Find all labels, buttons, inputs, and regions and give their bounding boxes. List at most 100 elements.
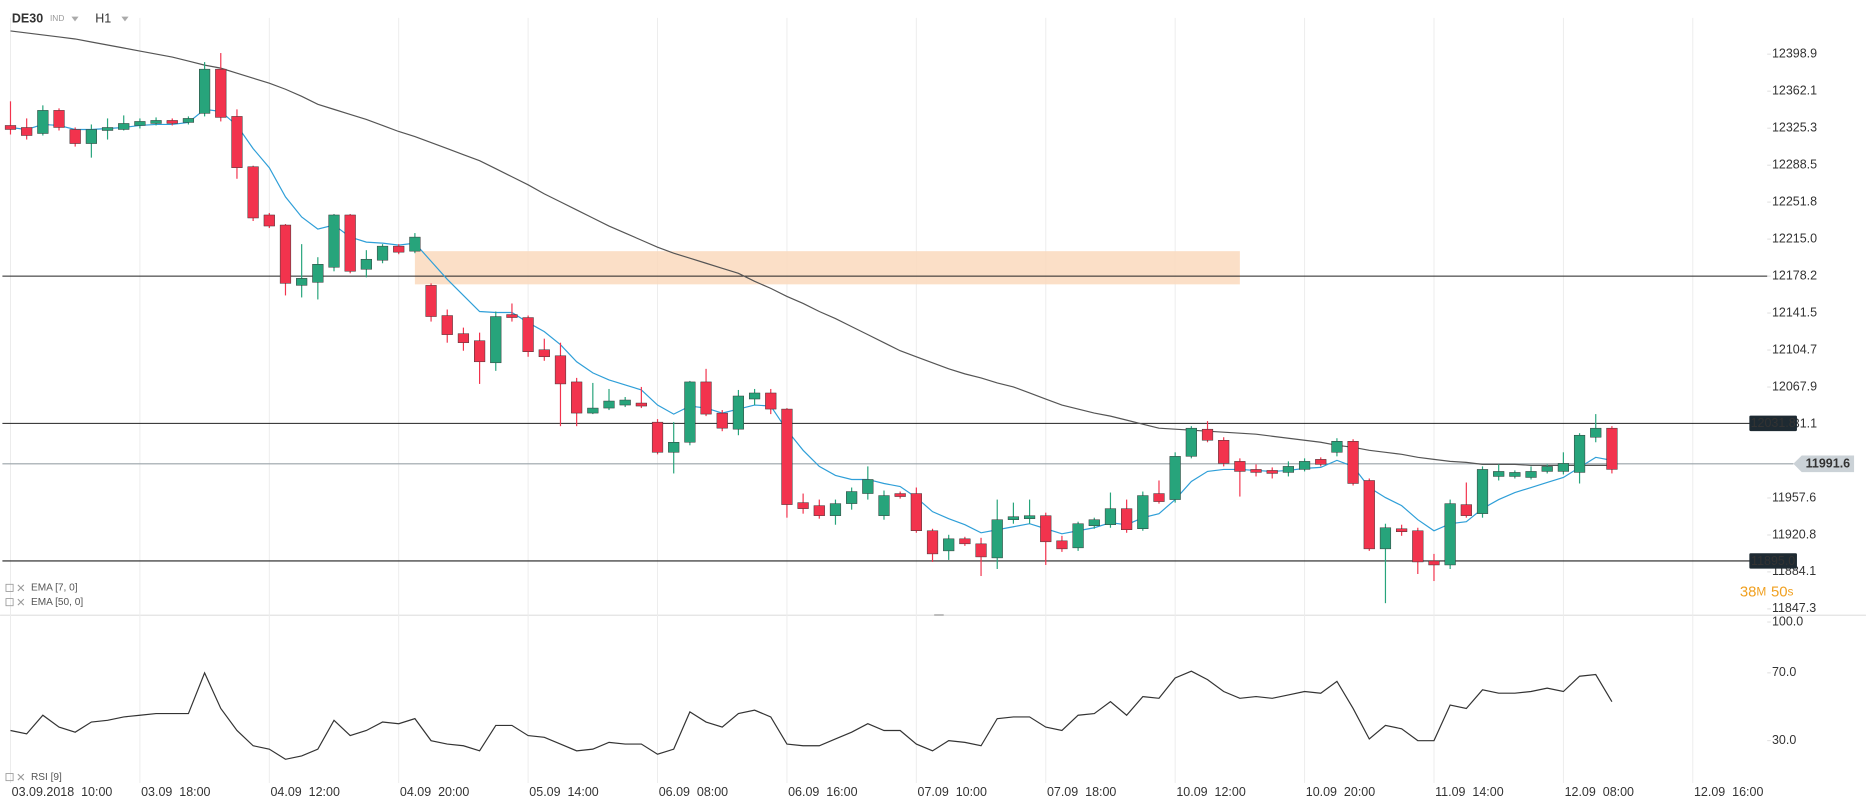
y-tick-label: 12178.2 xyxy=(1772,268,1817,282)
countdown-part: M xyxy=(1756,585,1766,599)
candle-body xyxy=(1557,463,1569,472)
legend-icon xyxy=(5,583,14,592)
candle-body xyxy=(910,493,922,531)
candle-body xyxy=(1023,515,1036,519)
candle-body xyxy=(1347,441,1359,484)
timeframe-dropdown[interactable] xyxy=(121,16,129,22)
countdown: 38M 50s xyxy=(1740,585,1794,601)
x-tick-label: 10.09 20:00 xyxy=(1306,785,1375,799)
candle-body xyxy=(1606,427,1618,470)
y-tick-label: 11920.8 xyxy=(1772,527,1816,541)
x-tick-label: 12.09 16:00 xyxy=(1694,785,1763,799)
candle-body xyxy=(813,505,825,516)
candle-body xyxy=(1250,469,1262,473)
ema-line xyxy=(10,30,1612,466)
candle-body xyxy=(862,479,874,494)
countdown-part: s xyxy=(1788,585,1794,599)
candle-body xyxy=(926,530,939,555)
legend-icon xyxy=(5,598,14,607)
candle-body xyxy=(1088,519,1100,526)
candle-body xyxy=(457,333,470,343)
candle-body xyxy=(635,402,647,407)
x-tick-label: 11.09 14:00 xyxy=(1435,785,1504,799)
candle-body xyxy=(182,118,195,123)
candle-body xyxy=(118,123,130,130)
candle-body xyxy=(1104,508,1117,525)
candle-body xyxy=(21,127,33,136)
candle-body xyxy=(1072,523,1084,549)
candle-body xyxy=(409,236,421,252)
candle-body xyxy=(490,316,502,364)
x-tick-label: 07.09 10:00 xyxy=(918,785,987,799)
candle-body xyxy=(1201,428,1214,441)
candle-body xyxy=(748,392,761,400)
y-tick-label: 12362.1 xyxy=(1772,83,1817,97)
candle-body xyxy=(959,538,971,545)
candle-body xyxy=(991,519,1003,559)
candle-body xyxy=(506,314,518,318)
candle-body xyxy=(1282,466,1294,473)
candle-body xyxy=(1379,527,1392,550)
candle-body xyxy=(231,116,243,168)
pane-resize-handle[interactable] xyxy=(934,614,944,616)
candle-body xyxy=(215,68,227,118)
symbol[interactable]: DE30 xyxy=(12,11,43,25)
candle-body xyxy=(781,408,793,505)
x-tick-label: 06.09 16:00 xyxy=(788,785,857,799)
legend-remove[interactable] xyxy=(17,598,25,606)
candle-body xyxy=(53,110,65,128)
candle-body xyxy=(1185,427,1197,457)
candle-body xyxy=(1396,528,1408,533)
y-tick-label: 12067.9 xyxy=(1772,379,1817,393)
candle-body xyxy=(69,129,81,144)
candle-body xyxy=(522,317,534,352)
candle-body xyxy=(943,538,955,552)
candle-body xyxy=(587,407,599,414)
candle-body xyxy=(1476,469,1489,514)
candle-body xyxy=(894,493,906,497)
x-tick-label: 07.09 18:00 xyxy=(1047,785,1116,799)
candle-body xyxy=(797,502,809,509)
candle-body xyxy=(765,392,777,410)
legend-remove[interactable] xyxy=(17,584,25,592)
candle-body xyxy=(1525,471,1537,478)
candle-body xyxy=(1266,470,1278,474)
y-tick-label: 12104.7 xyxy=(1772,342,1817,356)
countdown-part: 50 xyxy=(1771,585,1788,601)
candle-body xyxy=(1218,440,1230,464)
candle-body xyxy=(571,381,583,414)
candle-body xyxy=(975,543,987,558)
y-tick-label: 12215.0 xyxy=(1772,231,1817,245)
candle-body xyxy=(150,120,162,124)
candle-body xyxy=(360,258,372,270)
candle-body xyxy=(651,421,664,453)
candle-body xyxy=(1412,530,1424,563)
candle-body xyxy=(296,278,308,286)
candle-body xyxy=(1298,461,1311,470)
x-tick-label: 03.09 18:00 xyxy=(141,785,210,799)
candle-body xyxy=(1541,466,1553,472)
candle-body xyxy=(312,264,324,283)
x-tick-label: 04.09 12:00 xyxy=(270,785,339,799)
supply-zone xyxy=(414,251,1240,285)
header: DE30 IND H1 xyxy=(12,11,129,25)
legend-remove[interactable] xyxy=(17,773,25,781)
legend-label: RSI [9] xyxy=(31,772,62,783)
candle-body xyxy=(1056,540,1068,550)
level-label: 11895.0 xyxy=(1751,554,1795,568)
candle-body xyxy=(1428,560,1440,566)
candle-body xyxy=(829,503,842,516)
candle-body xyxy=(1331,441,1343,453)
candle-body xyxy=(4,125,17,130)
x-tick-label: 05.09 14:00 xyxy=(529,785,598,799)
candle-body xyxy=(134,121,146,126)
y-tick-label: 11957.6 xyxy=(1772,490,1816,504)
candle-body xyxy=(1315,459,1327,465)
symbol-dropdown[interactable] xyxy=(71,16,79,22)
countdown-part: 38 xyxy=(1740,585,1757,601)
candle-body xyxy=(247,166,259,219)
timeframe[interactable]: H1 xyxy=(95,11,111,25)
candle-body xyxy=(684,381,696,443)
legend-label: EMA [50, 0] xyxy=(31,597,83,608)
